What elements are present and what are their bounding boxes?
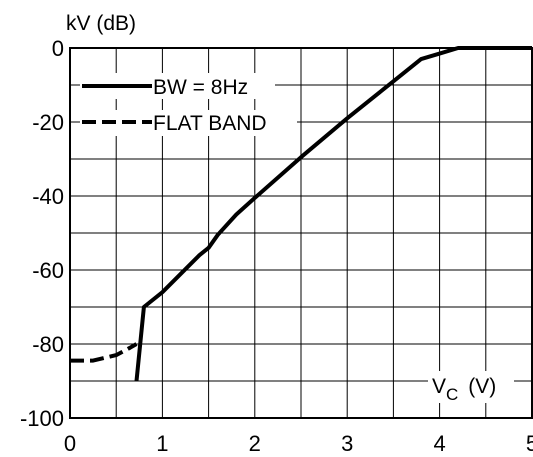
y-tick-label: -40 (32, 184, 64, 209)
x-axis-label: VC (V) (428, 371, 514, 404)
y-tick-label: -80 (32, 332, 64, 357)
x-tick-label: 5 (526, 431, 533, 456)
x-tick-label: 3 (341, 431, 353, 456)
series-group (70, 46, 532, 382)
series-line-flat-band (70, 342, 138, 363)
x-axis-label-sub: C (446, 385, 458, 404)
x-axis-label-mask (428, 371, 514, 403)
y-axis-label: kV (dB) (66, 12, 136, 35)
y-tick-label: -100 (20, 406, 64, 431)
y-tick-label: 0 (52, 36, 64, 61)
legend: BW = 8Hz FLAT BAND (80, 73, 297, 136)
x-tick-labels: 0 1 2 3 4 5 (64, 431, 533, 456)
legend-mask-2 (80, 110, 297, 136)
series-line-bw-8hz (134, 46, 532, 382)
plot-frame (69, 47, 533, 419)
legend-label-flat-band: FLAT BAND (153, 112, 267, 135)
legend-label-bw-8hz: BW = 8Hz (153, 76, 248, 99)
x-tick-label: 1 (156, 431, 168, 456)
y-tick-label: -60 (32, 258, 64, 283)
x-tick-label: 2 (249, 431, 261, 456)
x-axis-label-unit: (V) (468, 375, 496, 398)
x-tick-label: 4 (433, 431, 445, 456)
x-tick-label: 0 (64, 431, 76, 456)
y-tick-labels: 0 -20 -40 -60 -80 -100 (20, 36, 64, 431)
x-axis-label-main: V (432, 375, 446, 398)
x-axis-label-text: VC (V) (432, 375, 496, 404)
y-tick-label: -20 (32, 110, 64, 135)
